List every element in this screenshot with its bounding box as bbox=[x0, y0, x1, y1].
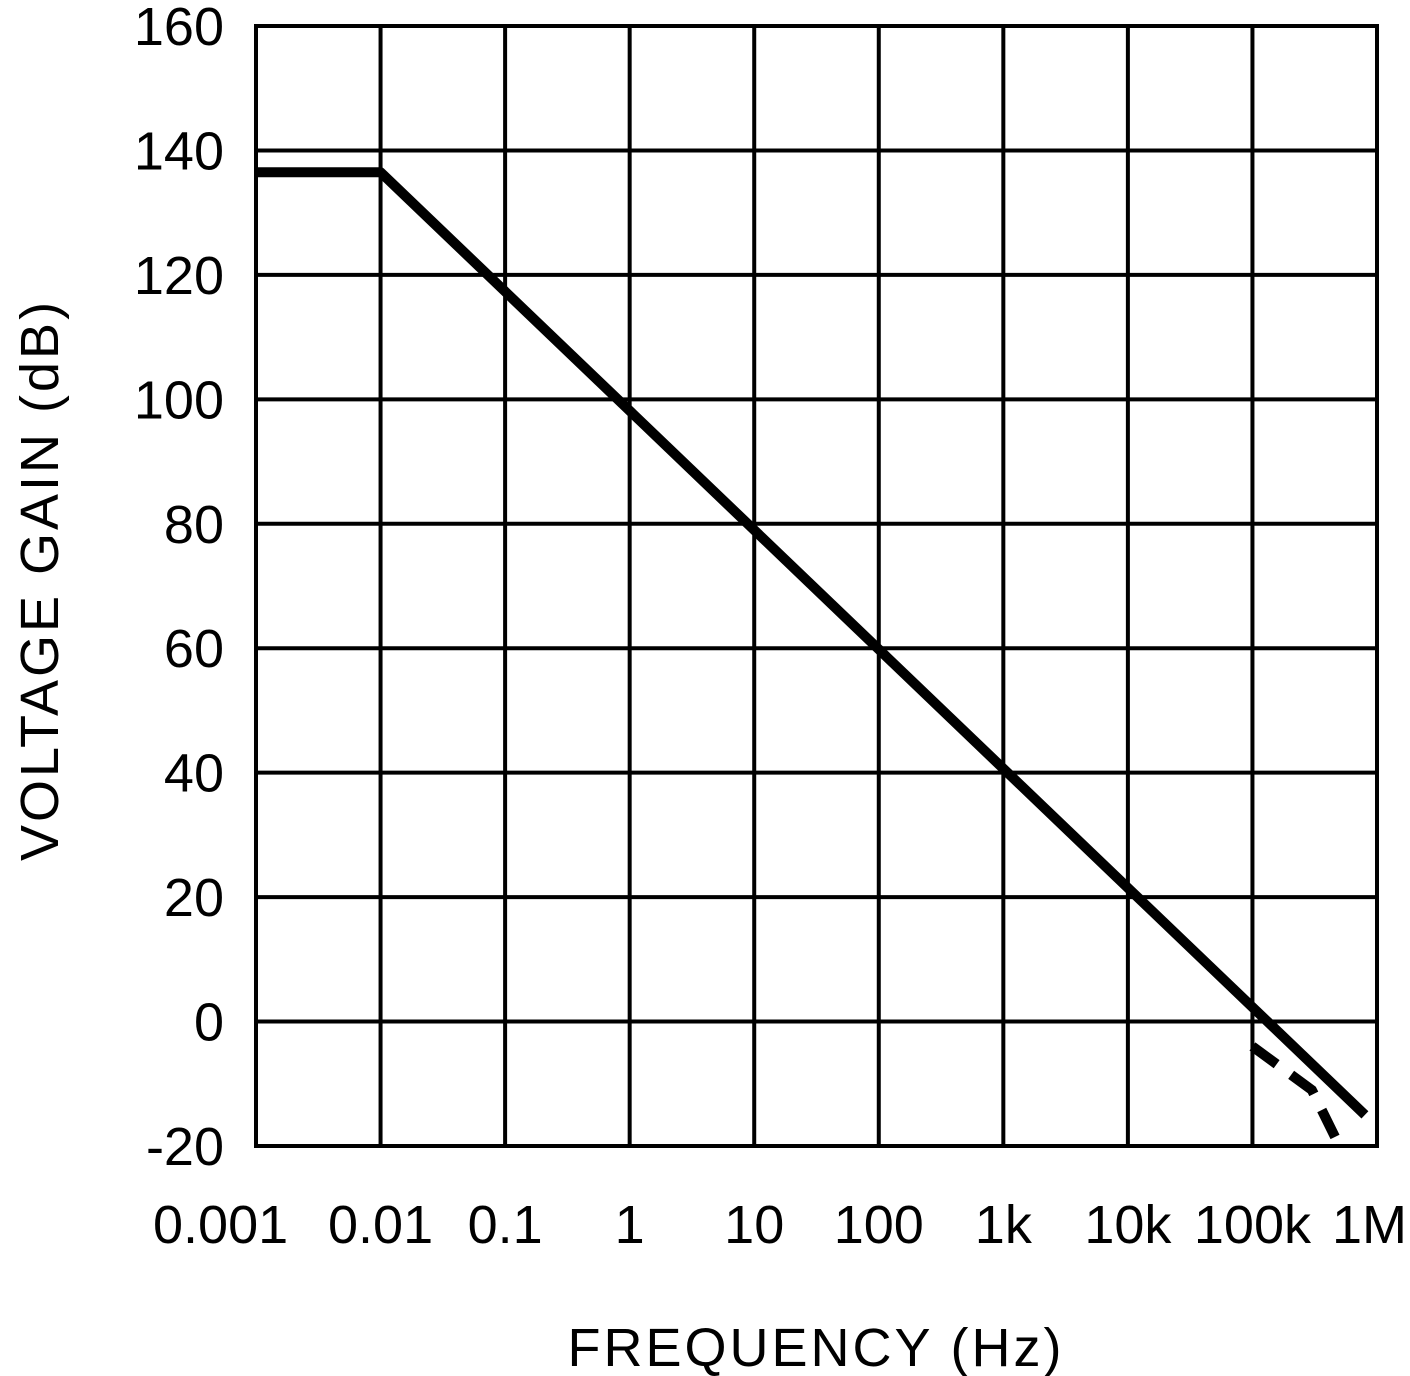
x-tick-label: 10 bbox=[724, 1195, 784, 1255]
x-tick-label: 10k bbox=[1084, 1195, 1172, 1255]
x-tick-label: 1k bbox=[975, 1195, 1033, 1255]
y-tick-label: 160 bbox=[134, 0, 224, 57]
y-tick-label: -20 bbox=[146, 1117, 224, 1177]
x-axis-label: FREQUENCY (Hz) bbox=[567, 1318, 1064, 1376]
x-tick-labels: 0.001 0.01 0.1 1 10 100 1k 10k 100k 1M bbox=[153, 1195, 1407, 1255]
y-tick-label: 80 bbox=[164, 495, 224, 555]
grid bbox=[254, 24, 1379, 1148]
y-tick-label: 140 bbox=[134, 121, 224, 181]
y-tick-label: 120 bbox=[134, 246, 224, 306]
y-tick-label: 60 bbox=[164, 619, 224, 679]
gain-curves bbox=[256, 167, 1369, 1149]
x-tick-label: 100k bbox=[1194, 1195, 1312, 1255]
y-tick-labels: 160 140 120 100 80 60 40 20 0 -20 bbox=[134, 0, 224, 1177]
x-tick-label: 100 bbox=[834, 1195, 924, 1255]
gain-series-dashed-extension bbox=[1249, 1042, 1344, 1149]
x-tick-label: 0.001 bbox=[153, 1195, 288, 1255]
plot-frame bbox=[254, 24, 1379, 1148]
x-tick-label: 0.1 bbox=[468, 1195, 543, 1255]
x-tick-label: 1M bbox=[1332, 1195, 1407, 1255]
x-tick-label: 1 bbox=[615, 1195, 645, 1255]
x-tick-label: 0.01 bbox=[328, 1195, 433, 1255]
y-tick-label: 100 bbox=[134, 370, 224, 430]
y-tick-label: 40 bbox=[164, 744, 224, 804]
y-axis-label: VOLTAGE GAIN (dB) bbox=[10, 299, 70, 861]
y-tick-label: 0 bbox=[194, 993, 224, 1053]
y-tick-label: 20 bbox=[164, 868, 224, 928]
gain-series-line bbox=[256, 167, 1369, 1119]
